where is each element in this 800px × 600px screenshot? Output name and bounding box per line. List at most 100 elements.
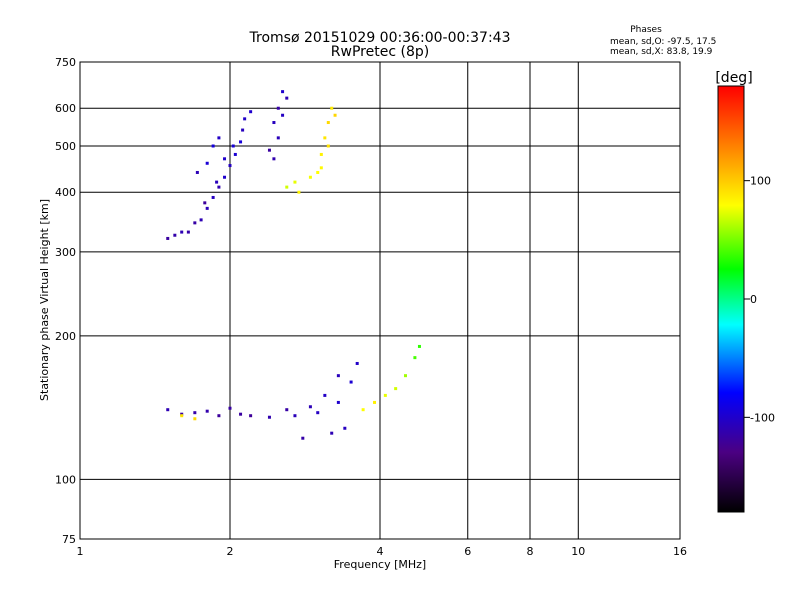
data-point	[326, 121, 330, 125]
colorbar-label: [deg]	[715, 70, 752, 86]
data-point	[316, 170, 320, 174]
data-point	[205, 409, 209, 413]
y-tick-label: 600	[55, 102, 76, 115]
data-point	[413, 356, 417, 360]
data-point	[336, 400, 340, 404]
data-point	[223, 157, 227, 161]
plot-frame	[79, 61, 681, 540]
data-point	[228, 164, 232, 168]
x-axis-label: Frequency [MHz]	[334, 558, 426, 571]
data-point	[383, 393, 387, 397]
data-point	[239, 140, 243, 144]
data-point	[205, 161, 209, 165]
data-point	[249, 414, 253, 418]
data-point	[394, 387, 398, 391]
colorbar-ticks: 100 0 -100	[744, 175, 775, 424]
data-point	[249, 110, 253, 114]
data-point	[166, 408, 170, 412]
data-point	[361, 408, 365, 412]
data-point	[239, 412, 243, 416]
data-point	[272, 157, 276, 161]
data-point	[193, 411, 197, 415]
stats-line-o: mean, sd,O: -97.5, 17.5	[610, 37, 716, 47]
data-point	[267, 148, 271, 152]
data-point	[326, 144, 330, 148]
data-point	[233, 152, 237, 156]
y-tick-labels: 75 100 200 300 400 500 600 750	[55, 56, 76, 546]
colorbar-tick-label: 100	[750, 175, 771, 188]
data-point	[319, 166, 323, 170]
x-tick-label: 1	[77, 545, 84, 558]
data-point	[211, 195, 215, 199]
data-point	[217, 136, 221, 140]
colorbar-tick-label: 0	[750, 293, 757, 306]
data-point	[417, 344, 421, 348]
data-point	[272, 121, 276, 125]
data-point	[343, 426, 347, 430]
chart-title: Tromsø 20151029 00:36:00-00:37:43	[249, 30, 511, 46]
data-point	[403, 374, 407, 378]
x-tick-labels: 1 2 4 6 8 10 16	[77, 545, 688, 558]
colorbar-tick-label: -100	[750, 411, 775, 424]
data-point	[180, 412, 184, 416]
x-tick-label: 16	[673, 545, 687, 558]
data-point	[267, 415, 271, 419]
data-point	[193, 417, 197, 421]
stats-heading: Phases	[630, 25, 662, 35]
data-point	[285, 185, 289, 189]
data-point	[223, 175, 227, 179]
grid-lines	[80, 62, 680, 539]
stats-line-x: mean, sd,X: 83.8, 19.9	[610, 47, 713, 57]
data-point	[373, 400, 377, 404]
data-point	[308, 175, 312, 179]
data-point	[231, 144, 235, 148]
data-point	[276, 136, 280, 140]
data-point	[217, 185, 221, 189]
data-point	[349, 380, 353, 384]
data-point	[316, 411, 320, 415]
data-points	[166, 90, 421, 440]
data-point	[195, 170, 199, 174]
data-point	[180, 230, 184, 234]
data-point	[166, 236, 170, 240]
data-point	[330, 431, 334, 435]
data-point	[217, 414, 221, 418]
data-point	[276, 106, 280, 110]
data-point	[243, 117, 247, 121]
data-point	[199, 218, 203, 222]
data-point	[301, 436, 305, 440]
data-point	[336, 374, 340, 378]
data-point	[180, 414, 184, 418]
y-tick-label: 75	[62, 533, 76, 546]
data-point	[293, 414, 297, 418]
data-point	[355, 361, 359, 365]
x-tick-label: 2	[227, 545, 234, 558]
data-point	[211, 144, 215, 148]
data-point	[241, 128, 245, 132]
y-tick-label: 100	[55, 473, 76, 486]
y-axis-label: Stationary phase Virtual Height [km]	[38, 199, 51, 401]
data-point	[173, 233, 177, 237]
data-point	[319, 152, 323, 156]
x-tick-label: 4	[377, 545, 384, 558]
data-point	[333, 113, 337, 117]
data-point	[323, 393, 327, 397]
colorbar	[717, 85, 745, 513]
data-point	[285, 96, 289, 100]
x-tick-label: 6	[464, 545, 471, 558]
y-tick-label: 500	[55, 140, 76, 153]
y-tick-label: 750	[55, 56, 76, 69]
data-point	[330, 106, 334, 110]
x-tick-label: 10	[571, 545, 585, 558]
data-point	[293, 180, 297, 184]
data-point	[203, 201, 207, 205]
x-tick-label: 8	[527, 545, 534, 558]
data-point	[193, 221, 197, 225]
data-point	[297, 190, 301, 194]
data-point	[281, 113, 285, 117]
data-point	[228, 406, 232, 410]
y-tick-label: 200	[55, 330, 76, 343]
data-point	[308, 405, 312, 409]
data-point	[215, 180, 219, 184]
